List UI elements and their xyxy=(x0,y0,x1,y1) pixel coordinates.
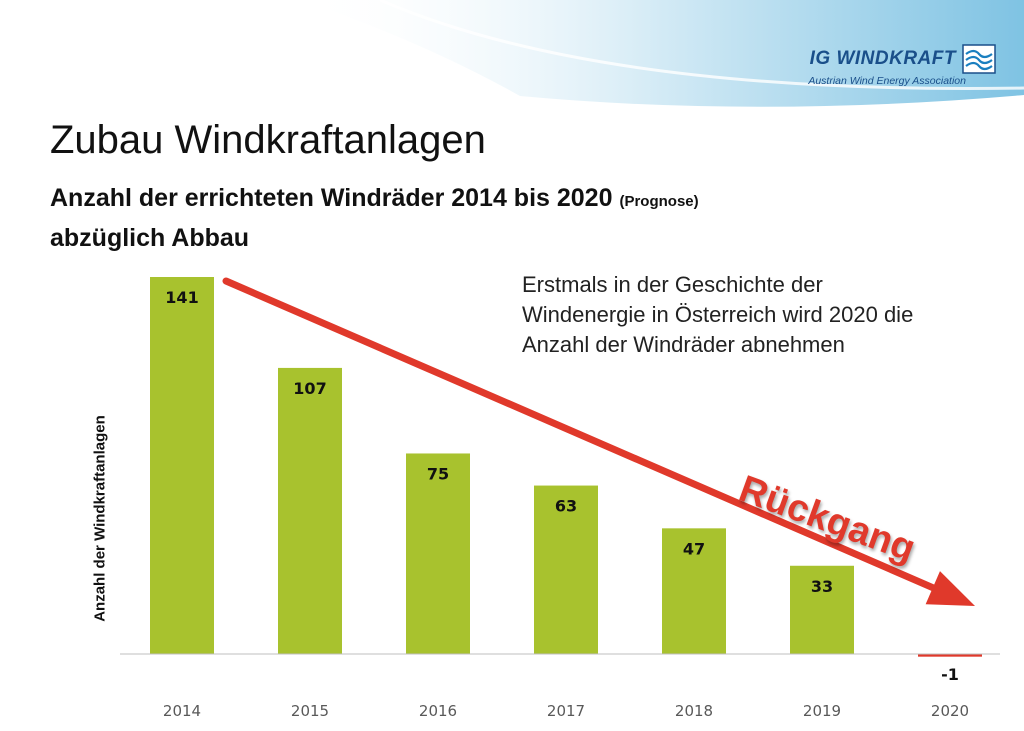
bar-2017 xyxy=(534,485,598,654)
page-title: Zubau Windkraftanlagen xyxy=(50,118,486,162)
chart-annotation: Erstmals in der Geschichte der Windenerg… xyxy=(522,272,914,357)
logo: IG WINDKRAFT Austrian Wind Energy Associ… xyxy=(808,44,996,87)
logo-text: IG WINDKRAFT xyxy=(809,48,956,69)
x-tick-label-2018: 2018 xyxy=(675,702,713,720)
bar-value-label-2017: 63 xyxy=(555,497,577,516)
bar-2018 xyxy=(662,528,726,654)
bar-value-label-2020: -1 xyxy=(941,665,959,684)
bar-value-label-2018: 47 xyxy=(683,539,705,558)
x-tick-label-2016: 2016 xyxy=(419,702,457,720)
bar-2015 xyxy=(278,367,342,654)
bar-2016 xyxy=(406,453,470,654)
bar-value-label-2019: 33 xyxy=(811,577,833,596)
bar-value-label-2014: 141 xyxy=(165,288,198,307)
wind-logo-icon xyxy=(962,44,996,74)
header-swoosh xyxy=(300,0,1024,107)
subtitle: Anzahl der errichteten Windräder 2014 bi… xyxy=(50,180,699,256)
x-tick-label-2017: 2017 xyxy=(547,702,585,720)
x-tick-label-2019: 2019 xyxy=(803,702,841,720)
x-tick-label-2014: 2014 xyxy=(163,702,201,720)
trend-arrow-head xyxy=(925,571,975,606)
bar-value-label-2016: 75 xyxy=(427,464,449,483)
x-tick-label-2015: 2015 xyxy=(291,702,329,720)
logo-subtitle: Austrian Wind Energy Association xyxy=(808,75,966,87)
trend-arrow-shaft xyxy=(222,277,937,592)
bar-2020 xyxy=(918,654,982,657)
x-tick-label-2020: 2020 xyxy=(931,702,969,720)
bar-2014 xyxy=(150,277,214,654)
bar-2019 xyxy=(790,565,854,654)
subtitle-line2: abzüglich Abbau xyxy=(50,224,250,252)
bar-value-label-2015: 107 xyxy=(293,379,326,398)
subtitle-note: (Prognose) xyxy=(619,193,699,210)
y-axis-label: Anzahl der Windkraftanlagen xyxy=(91,415,109,622)
subtitle-main: Anzahl der errichteten Windräder 2014 bi… xyxy=(50,184,613,212)
